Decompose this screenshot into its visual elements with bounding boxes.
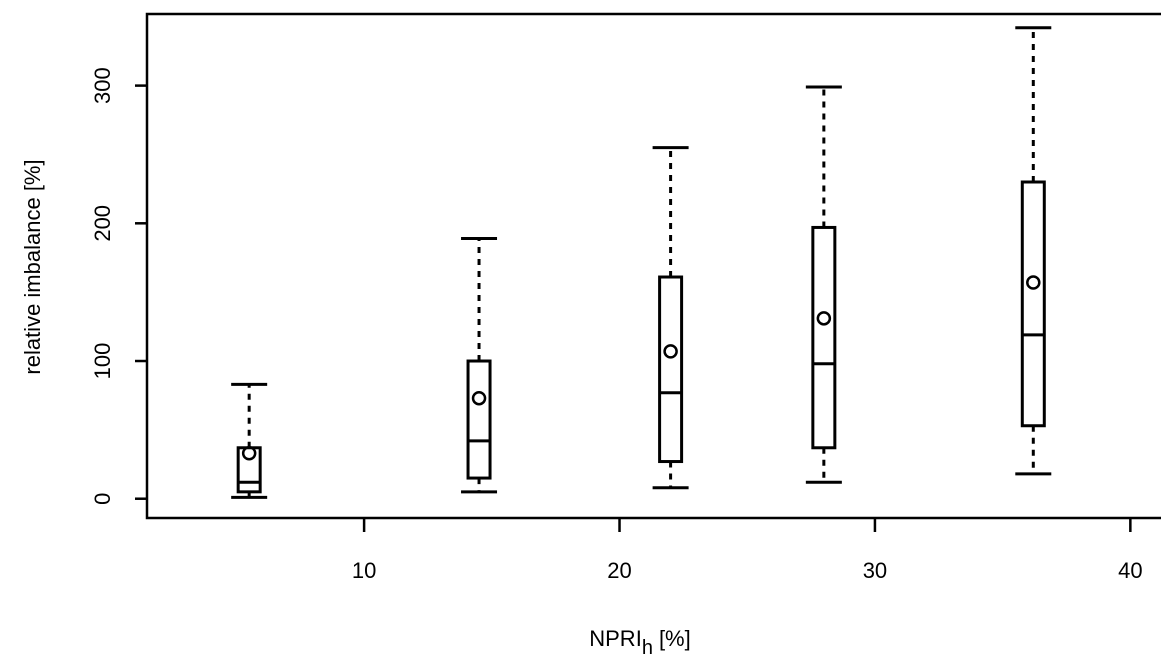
box-group (1015, 28, 1051, 474)
x-axis-title-unit: [%] (659, 626, 691, 651)
x-axis: 10 20 30 40 (352, 518, 1143, 583)
box-iqr (238, 448, 260, 492)
box-group (806, 87, 842, 482)
y-tick-label: 100 (90, 343, 115, 380)
x-tick-label: 20 (607, 558, 631, 583)
plot-border (147, 14, 1161, 518)
box-group (461, 238, 497, 491)
y-tick-label: 300 (90, 67, 115, 104)
box-group (231, 384, 267, 497)
box-iqr (813, 227, 835, 447)
x-tick-label: 40 (1118, 558, 1142, 583)
x-axis-title-main: NPRI (589, 626, 642, 651)
y-tick-label: 0 (90, 493, 115, 505)
x-tick-label: 30 (863, 558, 887, 583)
box-iqr (660, 277, 682, 462)
boxes (231, 28, 1051, 498)
box-group (653, 148, 689, 488)
y-axis: 0 100 200 300 (90, 67, 147, 505)
y-tick-label: 200 (90, 205, 115, 242)
plot-frame (147, 14, 1161, 518)
x-axis-title-subscript: h (642, 637, 653, 657)
box-iqr (1022, 182, 1044, 426)
y-axis-title: relative imbalance [%] (20, 159, 45, 374)
x-tick-label: 10 (352, 558, 376, 583)
box-iqr (468, 361, 490, 478)
x-axis-title: NPRIh [%] (589, 626, 690, 657)
